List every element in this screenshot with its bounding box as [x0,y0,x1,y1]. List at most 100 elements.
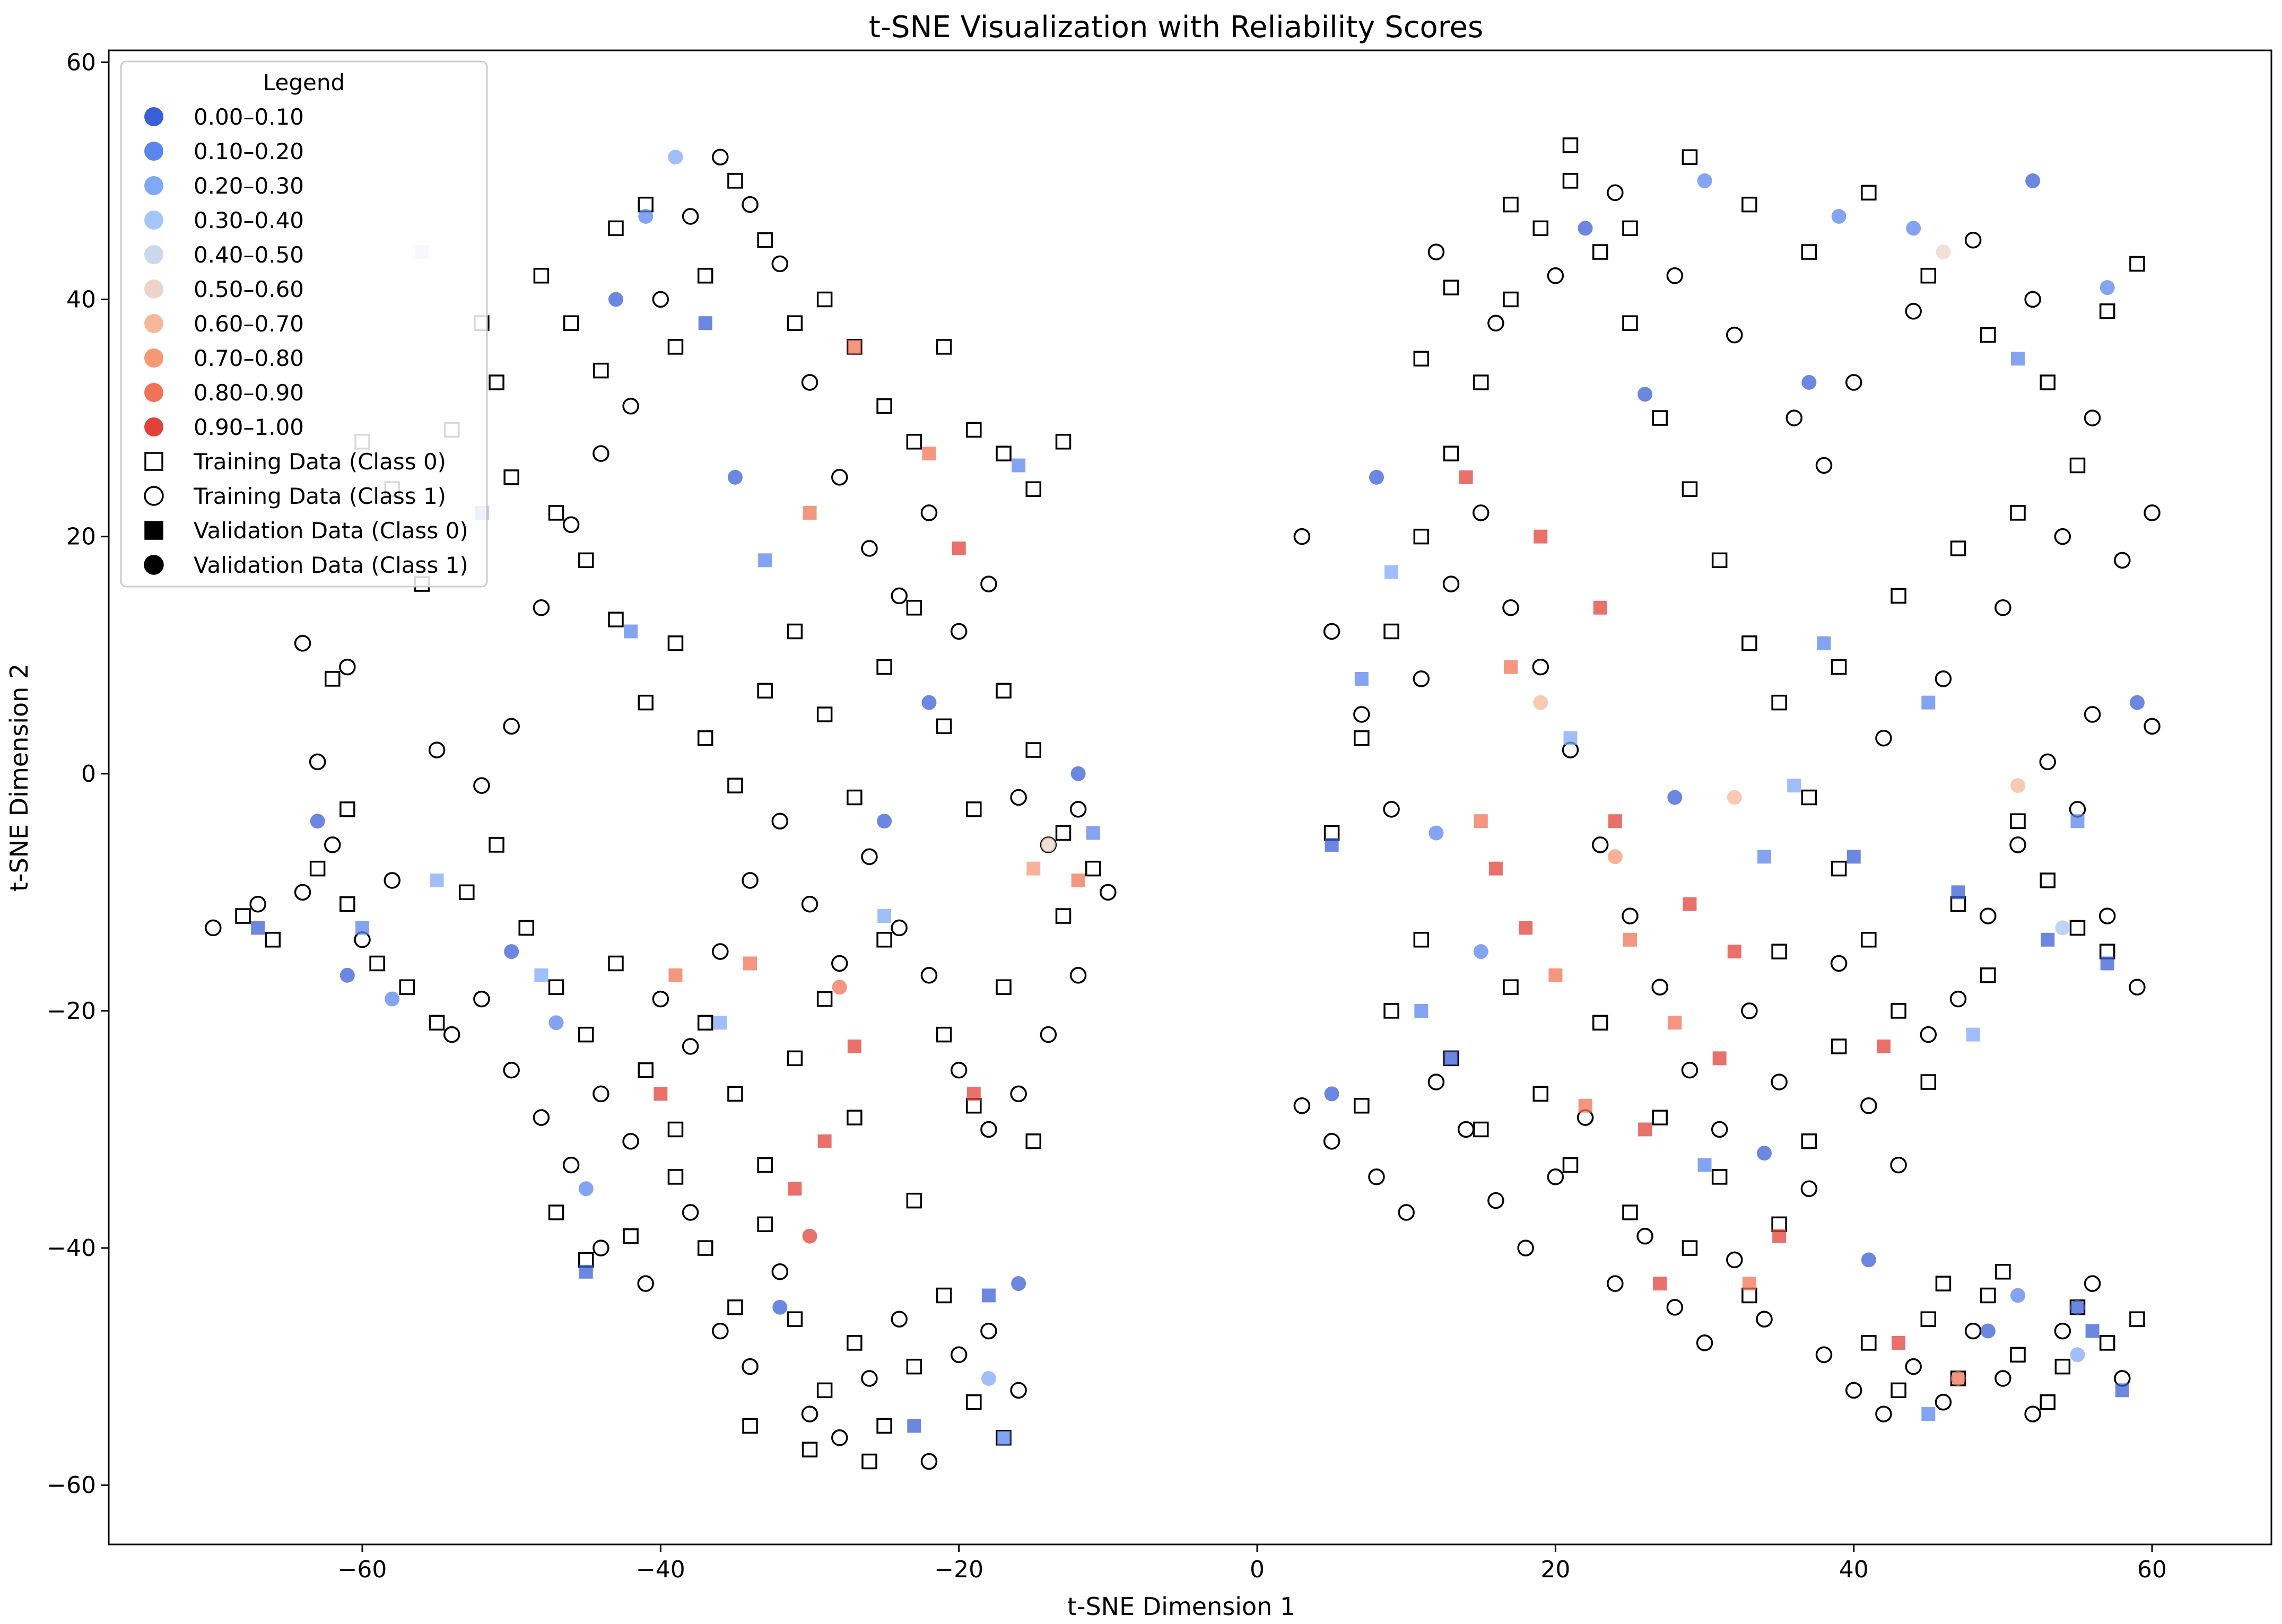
validation-class0-point [743,956,757,971]
legend-box [120,60,488,588]
training-class1-point [562,516,580,534]
training-class0-point [339,896,355,912]
training-class1-point [712,943,729,960]
training-class0-point [2040,1394,2055,1410]
training-class1-point [980,575,997,592]
training-class0-point [325,671,341,687]
training-class1-point [1398,1204,1415,1221]
training-class1-point [712,149,729,165]
validation-class0-point [1325,837,1339,852]
validation-class0-point [251,921,265,935]
validation-class0-point [758,553,772,567]
training-class0-point [1682,481,1698,497]
training-class0-point [1622,315,1638,331]
training-class0-point [1562,137,1579,153]
training-class1-point [712,1322,729,1340]
validation-class0-point [1519,921,1533,935]
validation-class1-point [1980,1323,1996,1339]
training-class0-point [816,1382,833,1399]
training-class1-point [652,990,669,1008]
validation-class1-point [1801,375,1817,390]
training-class1-point [1920,1026,1937,1043]
training-class0-point [533,268,550,284]
legend-marker-label: Training Data (Class 1) [193,483,446,509]
training-class1-point [742,196,759,213]
training-class1-point [1442,575,1460,592]
validation-class0-point [430,874,444,887]
validation-class1-point [832,980,847,995]
training-class1-point [1815,1346,1833,1364]
training-class1-point [1010,789,1027,806]
training-class1-point [742,1358,759,1375]
training-class0-point [608,955,624,972]
training-class0-point [2129,256,2145,272]
validation-class0-point [2100,956,2114,971]
training-class1-point [339,658,356,676]
training-class0-point [787,1311,803,1327]
training-class0-point [757,232,773,248]
training-class0-point [1055,908,1072,924]
training-class0-point [1025,1133,1042,1149]
training-class1-point [2129,979,2146,996]
training-class1-point [950,1346,968,1364]
training-class0-point [697,268,713,284]
validation-class1-point [1936,245,1951,260]
training-class1-point [1040,1026,1057,1043]
training-class0-point [1532,220,1549,237]
training-class1-point [1010,1085,1027,1103]
training-class0-point [936,718,952,735]
training-class0-point [936,1287,952,1304]
y-tick-label: −40 [47,1235,96,1262]
legend-score-label: 0.40–0.50 [194,242,304,268]
validation-class0-point [1623,932,1637,947]
training-class0-point [503,469,519,485]
training-class0-point [339,801,355,817]
training-class0-point [548,505,564,521]
validation-class0-point [1757,850,1772,864]
training-class1-point [771,813,789,830]
training-class1-point [801,895,818,913]
validation-class0-point [713,1016,727,1030]
x-tick-label: 60 [2137,1556,2167,1583]
validation-class0-point [1534,529,1548,544]
training-class1-point [831,955,848,972]
training-class1-point [920,1453,938,1470]
validation-class1-point [2010,778,2026,793]
training-class1-point [682,208,699,225]
training-class1-point [1666,1299,1684,1316]
training-class0-point [1383,623,1399,640]
validation-class1-point [2100,280,2115,295]
validation-class0-point [1548,968,1563,982]
training-class0-point [1861,1335,1877,1351]
validation-class0-point [2011,352,2025,366]
training-class1-point [861,1370,878,1387]
legend-score-label: 0.90–1.00 [194,414,304,440]
training-class0-point [548,979,564,995]
training-class0-point [816,706,833,722]
training-class1-point [1980,907,1997,924]
validation-class1-point [727,469,743,485]
training-class0-point [1801,789,1817,806]
training-class1-point [1622,907,1639,924]
validation-class0-point [1892,1335,1906,1350]
y-tick-label: 0 [81,761,96,788]
training-class0-point [623,1228,639,1244]
training-class0-point [489,374,504,390]
validation-class1-point [2025,173,2041,188]
training-class1-point [1010,1382,1027,1399]
x-tick-label: −40 [636,1556,685,1583]
training-class0-point [1562,173,1579,189]
training-class0-point [966,422,982,438]
training-class0-point [966,1394,982,1410]
training-class1-point [1741,1002,1758,1019]
training-class1-point [920,967,938,984]
training-class0-point [1935,1276,1952,1291]
training-class1-point [1845,1382,1862,1399]
validation-class1-point [772,1299,788,1315]
training-class1-point [2039,753,2056,771]
validation-class1-point [2070,1347,2085,1363]
chart-title: t-SNE Visualization with Reliability Sco… [869,10,1483,45]
training-class1-point [1949,990,1967,1008]
training-class1-point [831,1429,848,1446]
